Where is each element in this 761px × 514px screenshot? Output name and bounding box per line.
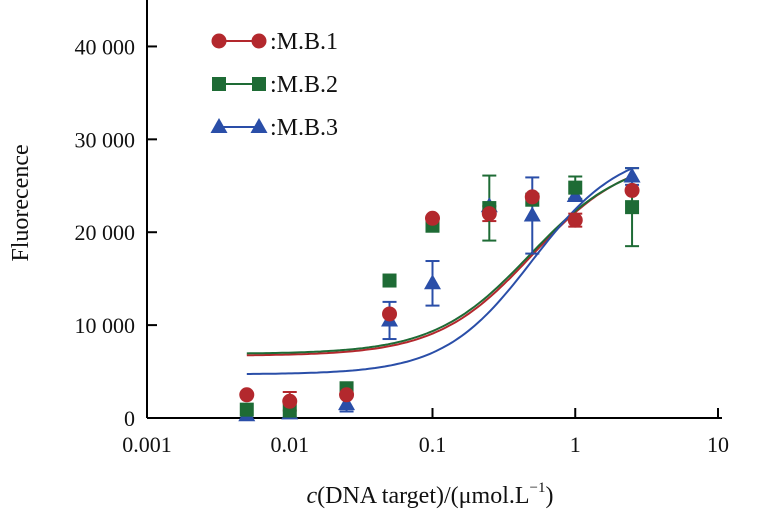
data-point-circle <box>339 387 355 403</box>
data-point-triangle <box>338 395 356 411</box>
x-tick-label: 1 <box>570 432 581 457</box>
axes: 0.001 0.01 0.1 1 10 0 10 000 20 000 30 000 40 000 <box>75 0 729 457</box>
data-point-triangle <box>623 167 641 183</box>
data-point-circle <box>282 393 298 409</box>
data-point-circle <box>425 210 440 226</box>
x-axis-title-close: ) <box>546 483 554 509</box>
y-tick-label: 40 000 <box>75 34 136 59</box>
y-tick-label: 30 000 <box>75 127 136 152</box>
legend-marker-start <box>210 118 228 133</box>
x-axis-title-variable: c <box>306 483 317 509</box>
y-tick-label: 0 <box>124 406 135 431</box>
y-tick-label: 20 000 <box>75 220 136 245</box>
x-tick-label: 0.1 <box>419 432 447 457</box>
x-tick-label: 0.001 <box>122 432 172 457</box>
data-point-circle <box>239 387 255 403</box>
legend-marker-end <box>250 118 268 133</box>
data-point-square <box>625 200 640 215</box>
legend-label: :M.B.2 <box>270 72 338 98</box>
fit-curves <box>246 167 633 375</box>
legend-marker-end <box>251 33 267 49</box>
data-point-square <box>382 273 397 288</box>
legend-marker-start <box>212 77 226 91</box>
data-point-triangle <box>523 206 541 222</box>
data-point-square <box>568 180 583 195</box>
data-point-circle <box>524 189 540 205</box>
data-point-circle <box>567 212 583 228</box>
legend-marker-start <box>211 33 227 49</box>
legend-label: :M.B.1 <box>270 29 338 55</box>
y-tick-label: 10 000 <box>75 313 136 338</box>
data-points <box>238 167 641 422</box>
x-tick-label: 0.01 <box>271 432 310 457</box>
x-tick-label: 10 <box>707 432 729 457</box>
legend: :M.B.1 :M.B.2 :M.B.3 <box>210 29 338 141</box>
fit-curve <box>246 175 633 355</box>
y-axis-title: Fluorecence <box>8 144 34 261</box>
data-point-circle <box>624 182 640 198</box>
data-point-triangle <box>424 274 441 290</box>
fit-curve <box>246 167 633 375</box>
legend-label: :M.B.3 <box>270 115 338 141</box>
data-point-square <box>239 402 254 417</box>
data-point-circle <box>382 306 398 322</box>
x-axis-title: c(DNA target)/(μmol.L−1) <box>306 480 553 509</box>
fit-curve <box>246 175 633 357</box>
data-point-circle <box>481 206 497 222</box>
legend-marker-end <box>252 77 266 91</box>
x-axis-title-exponent: −1 <box>530 480 546 496</box>
x-axis-title-main: (DNA target)/(μmol.L <box>317 483 529 509</box>
